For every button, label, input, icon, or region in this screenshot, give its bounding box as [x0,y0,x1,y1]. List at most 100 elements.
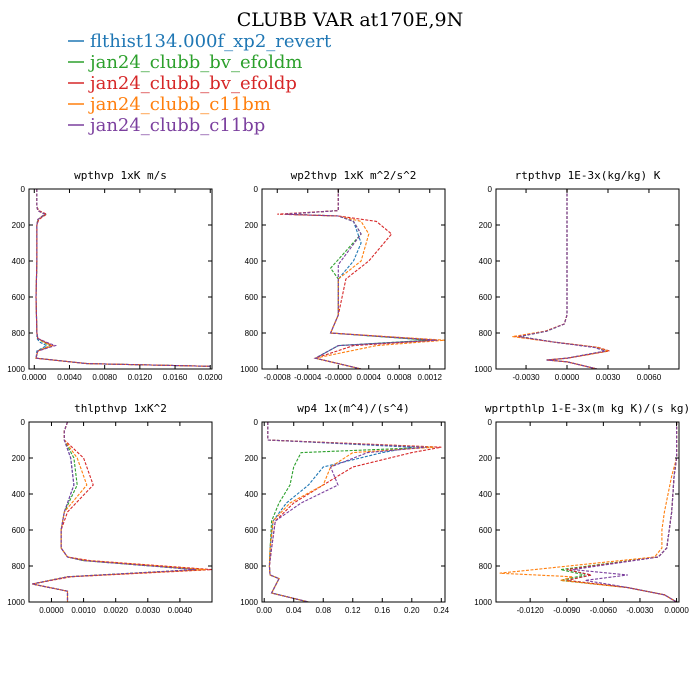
x-tick-label: 0.0080 [92,373,117,382]
y-tick-label: 800 [479,329,493,338]
y-tick-label: 400 [479,490,493,499]
y-tick-label: 800 [12,329,26,338]
x-tick-label: -0.0030 [626,606,654,615]
legend: flthist134.000f_xp2_revertjan24_clubb_bv… [68,31,332,136]
y-tick-label: 200 [245,221,259,230]
chart-panel: thlpthvp 1xK^2 0 200 400 600 800 1000 0.0000 0.0… [7,402,213,615]
series-line [267,422,442,602]
plot-frame [495,421,680,603]
plot-frame [28,421,213,603]
x-tick-label: 0.0060 [637,373,662,382]
plot-frame [495,188,680,370]
series-line [512,189,609,369]
x-tick-label: -0.0000 [325,373,353,382]
y-tick-label: 200 [12,454,26,463]
x-tick-label: 0.0010 [71,606,96,615]
panel-title: wp4 1x(m^4)/(s^4) [297,402,410,415]
x-tick-label: -0.0030 [512,373,540,382]
y-tick-label: 200 [479,221,493,230]
x-tick-label: 0.0008 [387,373,412,382]
y-tick-label: 200 [479,454,493,463]
legend-label: jan24_clubb_bv_efoldp [88,73,297,94]
legend-entry: jan24_clubb_bv_efoldp [68,73,297,94]
x-tick-label: 0.0030 [136,606,161,615]
x-tick-label: 0.0000 [22,373,47,382]
x-tick-label: -0.0060 [590,606,618,615]
y-tick-label: 800 [479,562,493,571]
x-tick-label: 0.0160 [163,373,188,382]
legend-entry: jan24_clubb_c11bm [68,94,271,115]
x-tick-label: 0.0012 [418,373,443,382]
series-line [35,189,211,367]
legend-label: jan24_clubb_c11bp [88,115,265,136]
x-tick-label: 0.0030 [596,373,621,382]
y-tick-label: 1000 [240,365,258,374]
plot-frame [261,188,446,370]
y-tick-label: 1000 [240,598,258,607]
figure-title: CLUBB VAR at170E,9N [237,9,463,31]
x-tick-label: 0.16 [374,606,390,615]
y-tick-label: 0 [488,185,493,194]
x-tick-label: 0.0000 [39,606,64,615]
x-tick-label: 0.0020 [103,606,128,615]
series-line [267,422,427,602]
series-line [35,189,211,367]
series-line [519,189,606,369]
y-tick-label: 400 [12,257,26,266]
series-line [566,422,678,602]
y-tick-label: 800 [245,562,259,571]
x-tick-label: 0.0120 [128,373,153,382]
series-group [35,189,211,367]
y-tick-label: 800 [12,562,26,571]
y-tick-label: 0 [254,185,259,194]
legend-label: flthist134.000f_xp2_revert [90,31,332,52]
y-tick-label: 0 [21,418,26,427]
chart-panel: wprtpthlp 1-E-3x(m kg K)/(s kg) 0 200 400 60… [474,402,690,615]
chart-panel: rtpthvp 1E-3x(kg/kg) K 0 200 400 600 800 1000 -… [474,169,680,382]
series-line [284,189,438,369]
series-group [499,422,678,602]
x-tick-label: 0.0040 [168,606,193,615]
y-tick-label: 0 [21,185,26,194]
x-tick-label: -0.0120 [517,606,545,615]
y-tick-label: 400 [245,257,259,266]
legend-entry: jan24_clubb_c11bp [68,115,265,136]
legend-entry: flthist134.000f_xp2_revert [68,31,332,52]
y-tick-label: 1000 [474,365,492,374]
x-tick-label: 0.04 [286,606,302,615]
y-tick-label: 400 [479,257,493,266]
y-tick-label: 400 [245,490,259,499]
series-line [519,189,609,369]
panel-title: wpthvp 1xK m/s [74,169,167,182]
legend-entry: jan24_clubb_bv_efoldm [68,52,302,73]
series-group [512,189,610,369]
y-tick-label: 0 [254,418,259,427]
x-tick-label: 0.08 [315,606,331,615]
x-tick-label: 0.0000 [664,606,689,615]
x-tick-label: 0.0000 [555,373,580,382]
panel-title: thlpthvp 1xK^2 [74,402,167,415]
panel-title: rtpthvp 1E-3x(kg/kg) K [515,169,661,182]
series-line [560,422,678,602]
y-tick-label: 1000 [7,365,25,374]
y-tick-label: 600 [479,526,493,535]
series-group [32,422,212,602]
series-line [515,189,610,369]
series-line [566,422,678,602]
y-tick-label: 800 [245,329,259,338]
series-line [284,189,445,369]
legend-label: jan24_clubb_c11bm [88,94,271,115]
y-tick-label: 1000 [474,598,492,607]
chart-panel: wp2thvp 1xK m^2/s^2 0 200 400 600 800 1000 -0.0… [240,169,446,382]
series-line [499,422,678,602]
y-tick-label: 1000 [7,598,25,607]
x-tick-label: -0.0008 [264,373,292,382]
series-line [32,422,206,602]
series-line [35,189,211,367]
y-tick-label: 200 [245,454,259,463]
y-tick-label: 600 [245,526,259,535]
